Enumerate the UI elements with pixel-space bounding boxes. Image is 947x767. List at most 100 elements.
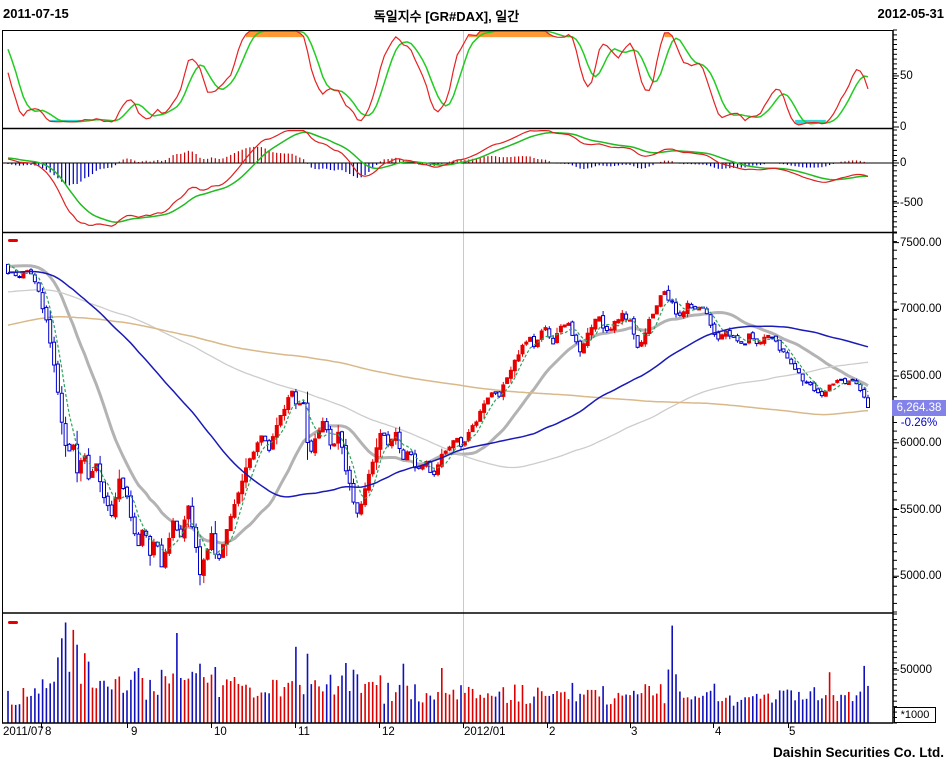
volume-bar xyxy=(621,695,624,723)
candle-up xyxy=(520,344,525,355)
macd-histogram-bar xyxy=(141,161,143,163)
volume-bar xyxy=(333,694,336,723)
macd-histogram-bar xyxy=(575,163,577,167)
candle-down xyxy=(343,445,348,472)
macd-histogram-bar xyxy=(329,163,332,170)
volume-bar xyxy=(805,698,808,723)
macd-histogram-bar xyxy=(629,163,631,165)
volume-bar xyxy=(37,693,40,723)
volume-bar xyxy=(126,690,128,723)
volume-bar xyxy=(598,696,601,723)
macd-histogram-bar xyxy=(137,162,140,163)
volume-bar xyxy=(610,704,612,723)
volume-bar xyxy=(229,681,232,723)
volume-bar xyxy=(371,681,374,723)
macd-histogram-bar xyxy=(210,157,213,163)
x-axis-label: 8 xyxy=(45,726,52,738)
macd-histogram-bar xyxy=(107,163,109,168)
candle-up xyxy=(205,549,210,560)
volume-bar xyxy=(299,684,301,723)
volume-bar xyxy=(279,696,282,723)
macd-histogram-bar xyxy=(91,163,94,175)
volume-bar xyxy=(606,704,608,723)
macd-histogram-bar xyxy=(7,163,9,164)
macd-histogram-bar xyxy=(583,163,585,169)
candle-up xyxy=(516,354,521,362)
volume-bar xyxy=(855,695,858,723)
volume-legend-dash xyxy=(8,621,18,624)
macd-histogram-bar xyxy=(806,163,808,168)
candle-up xyxy=(255,442,260,453)
candle-up xyxy=(224,529,229,545)
volume-bar xyxy=(821,698,823,723)
price-axis-label: 6500.00 xyxy=(900,370,942,383)
macd-histogram-bar xyxy=(203,159,205,163)
candle-down xyxy=(796,368,801,374)
macd-histogram-bar xyxy=(272,152,274,163)
volume-bar xyxy=(790,690,792,723)
macd-histogram-bar xyxy=(283,153,285,163)
candle-down xyxy=(793,363,798,370)
candle-down xyxy=(601,315,606,329)
candle-down xyxy=(48,319,53,344)
macd-histogram-bar xyxy=(195,154,197,163)
volume-bar xyxy=(383,703,385,723)
volume-bar xyxy=(709,690,712,723)
macd-histogram-bar xyxy=(706,163,708,166)
volume-bar xyxy=(291,681,293,723)
macd-histogram-bar xyxy=(111,163,113,168)
macd-histogram-bar xyxy=(794,163,796,167)
volume-bar xyxy=(801,699,804,723)
volume-bar xyxy=(514,684,516,723)
candle-down xyxy=(148,536,153,556)
macd-histogram-bar xyxy=(157,160,159,163)
macd-histogram-bar xyxy=(817,163,819,168)
macd-histogram-bar xyxy=(660,161,662,163)
macd-histogram-bar xyxy=(114,163,117,166)
macd-histogram-bar xyxy=(226,156,228,163)
macd-histogram-bar xyxy=(257,146,259,163)
macd-histogram-bar xyxy=(233,153,236,163)
macd-histogram-bar xyxy=(518,156,520,163)
macd-histogram-bar xyxy=(379,161,381,163)
candle-up xyxy=(827,384,832,392)
volume-bar xyxy=(464,692,466,723)
candle-up xyxy=(508,369,513,379)
volume-bar xyxy=(64,622,67,723)
volume-bar xyxy=(706,692,708,723)
volume-bar xyxy=(590,689,593,723)
volume-bar xyxy=(18,704,21,723)
volume-bar xyxy=(360,692,362,723)
volume-bar xyxy=(183,680,186,723)
macd-histogram-bar xyxy=(852,160,854,163)
candle-down xyxy=(382,432,387,436)
candle-down xyxy=(128,495,133,518)
candle-up xyxy=(251,451,256,460)
macd-histogram-bar xyxy=(502,157,504,163)
stoch-slow-k-line xyxy=(7,30,869,126)
volume-bar xyxy=(767,693,769,723)
volume-bar xyxy=(560,692,562,723)
macd-histogram-bar xyxy=(614,163,616,166)
macd-histogram-bar xyxy=(683,163,685,165)
volume-bar xyxy=(76,644,78,723)
macd-histogram-bar xyxy=(360,163,362,178)
macd-histogram-bar xyxy=(76,163,78,184)
candle-up xyxy=(585,332,590,347)
price-axis-label: 5000.00 xyxy=(900,570,942,583)
x-axis-label: 5 xyxy=(789,726,796,738)
macd-histogram-bar xyxy=(483,156,485,163)
volume-bar xyxy=(318,686,320,723)
volume-bar xyxy=(671,625,673,723)
volume-bar xyxy=(241,685,243,723)
volume-bar xyxy=(625,694,627,723)
volume-bar xyxy=(206,682,209,723)
macd-histogram-bar xyxy=(134,160,136,163)
candle-up xyxy=(336,431,341,444)
macd-histogram-bar xyxy=(529,156,531,163)
macd-axis-label: -500 xyxy=(900,197,924,210)
volume-bar xyxy=(325,684,328,723)
volume-bar xyxy=(675,674,677,723)
volume-bar xyxy=(690,699,693,723)
